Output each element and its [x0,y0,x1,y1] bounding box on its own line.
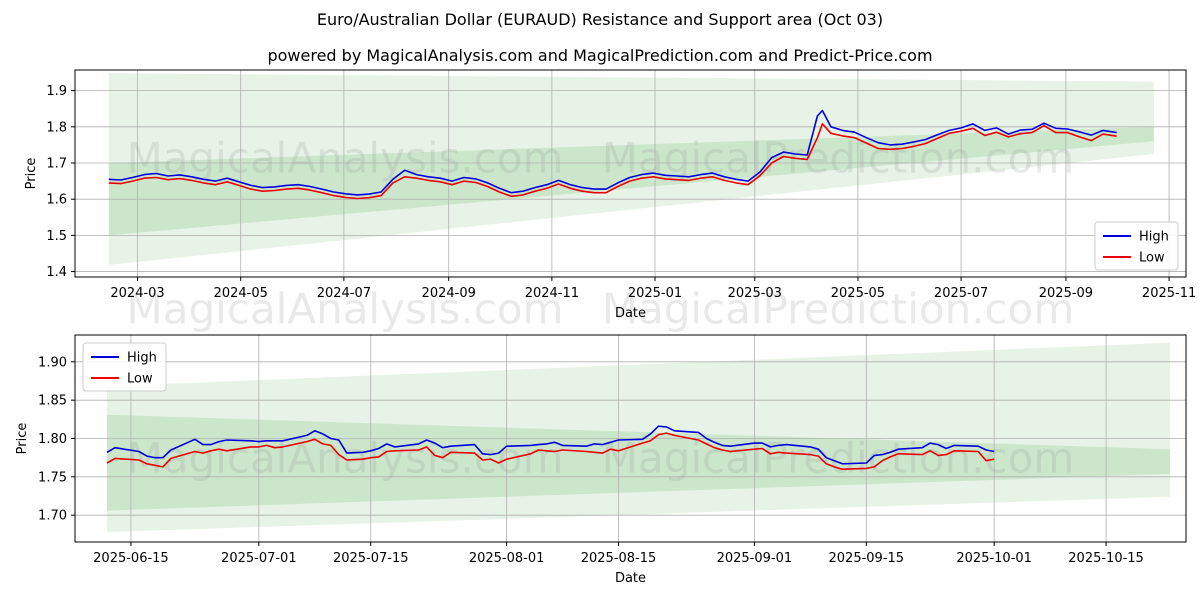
legend: High Low [82,342,167,392]
y-tick-label: 1.5 [46,229,67,244]
band-outer [108,73,1154,266]
x-tick-label: 2024-07 [317,286,371,301]
series-high [108,109,1117,196]
series-high [106,425,995,465]
watermark: MagicalPrediction.com [602,434,1075,483]
legend-label-high: High [127,351,157,366]
watermark: MagicalPrediction.com [602,134,1075,183]
chart-title: Euro/Australian Dollar (EURAUD) Resistan… [316,10,884,29]
x-tick-label: 2024-05 [214,286,268,301]
y-tick-label: 1.70 [38,509,67,524]
x-tick-label: 2025-08-15 [581,551,657,566]
y-tick-label: 1.8 [46,120,67,135]
y-tick-label: 1.85 [38,394,67,409]
watermark: MagicalAnalysis.com [127,134,564,183]
y-axis-label: Price [24,158,39,190]
legend-label-low: Low [127,372,153,387]
watermark: MagicalPrediction.com [602,285,1075,334]
x-tick-label: 2025-10-15 [1068,551,1144,566]
x-tick-label: 2025-05 [831,286,885,301]
y-tick-label: 1.7 [46,157,67,172]
x-axis-label: Date [615,306,646,321]
y-tick-label: 1.4 [46,265,67,280]
legend: High Low [1094,221,1179,271]
chart-2: MagicalAnalysis.com MagicalPrediction.com… [15,334,1187,586]
x-tick-label: 2024-03 [110,286,164,301]
x-tick-label: 2025-07 [934,286,988,301]
x-axis-label: Date [615,571,646,586]
series-low [108,123,1117,200]
band-outer [106,342,1171,533]
y-tick-label: 1.9 [46,84,67,99]
x-tick-label: 2025-07-15 [333,551,409,566]
x-tick-label: 2025-09-15 [829,551,905,566]
y-tick-label: 1.80 [38,432,67,447]
x-tick-label: 2025-01 [628,286,682,301]
x-tick-label: 2025-09-01 [717,551,793,566]
x-tick-label: 2025-09 [1039,286,1093,301]
x-tick-label: 2025-10-01 [956,551,1032,566]
y-tick-label: 1.6 [46,193,67,208]
legend-label-low: Low [1139,251,1165,266]
y-tick-label: 1.90 [38,355,67,370]
x-tick-label: 2025-06-15 [93,551,169,566]
x-tick-label: 2025-11 [1142,286,1196,301]
x-tick-label: 2025-08-01 [469,551,545,566]
plot-frame [74,69,1187,278]
chart-subtitle: powered by MagicalAnalysis.com and Magic… [267,46,933,65]
legend-label-high: High [1139,230,1169,245]
watermark: MagicalAnalysis.com [127,285,564,334]
y-axis-label: Price [15,423,30,455]
x-tick-label: 2025-07-01 [221,551,297,566]
x-tick-label: 2024-09 [422,286,476,301]
x-tick-label: 2025-03 [728,286,782,301]
x-tick-label: 2024-11 [525,286,579,301]
y-tick-label: 1.75 [38,470,67,485]
chart-1: MagicalAnalysis.com MagicalPrediction.com… [24,69,1196,334]
series-low [106,432,995,470]
